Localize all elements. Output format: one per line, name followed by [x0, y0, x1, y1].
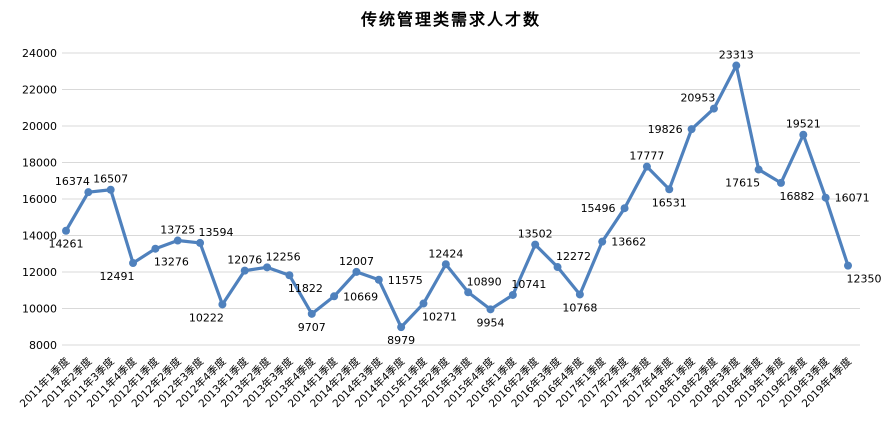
data-point-marker	[620, 204, 629, 213]
data-label: 9707	[298, 321, 326, 334]
y-axis-tick-label: 16000	[22, 193, 57, 206]
y-axis-tick-label: 8000	[29, 339, 57, 352]
data-point-marker	[352, 267, 361, 276]
data-point-marker	[821, 193, 830, 202]
data-label: 16882	[779, 190, 814, 203]
data-point-marker	[464, 288, 473, 297]
data-point-marker	[732, 61, 741, 70]
data-label: 11822	[288, 282, 323, 295]
data-point-marker	[531, 240, 540, 249]
series-group	[62, 61, 852, 332]
data-point-marker	[799, 130, 808, 139]
data-label: 12424	[428, 247, 463, 260]
data-point-marker	[173, 236, 182, 245]
data-point-marker	[665, 185, 674, 194]
data-point-marker	[374, 275, 383, 284]
data-point-marker	[441, 260, 450, 269]
data-label: 9954	[477, 316, 505, 329]
x-axis-tick-labels: 2011年1季度2011年2季度2011年3季度2011年4季度2012年1季度…	[17, 355, 854, 410]
data-point-marker	[598, 237, 607, 246]
y-axis-tick-label: 22000	[22, 84, 57, 97]
data-label: 12256	[266, 250, 301, 263]
data-label: 12491	[100, 270, 135, 283]
data-label: 17615	[725, 177, 760, 190]
y-axis-tick-labels: 8000 10000 12000 14000 16000 18000 20000 22000 2…	[22, 47, 57, 352]
data-point-marker	[844, 261, 852, 270]
data-point-marker	[307, 309, 316, 318]
data-label: 13594	[199, 226, 234, 239]
data-point-marker	[330, 292, 339, 301]
data-label: 12272	[556, 250, 591, 263]
y-axis-tick-label: 18000	[22, 157, 57, 170]
data-label: 16374	[55, 175, 90, 188]
data-label: 16071	[835, 192, 870, 205]
data-label: 13276	[154, 256, 189, 269]
data-point-marker	[263, 263, 272, 272]
data-label: 17777	[629, 150, 664, 163]
data-point-marker	[218, 300, 227, 309]
data-label: 8979	[387, 334, 415, 347]
data-label: 10669	[343, 290, 378, 303]
data-label: 16507	[93, 173, 128, 186]
data-point-marker	[419, 299, 428, 308]
data-label: 15496	[581, 202, 616, 215]
data-label: 23313	[719, 49, 754, 62]
data-point-marker	[642, 162, 651, 171]
data-point-marker	[84, 188, 93, 197]
data-point-marker	[106, 185, 115, 194]
data-point-marker	[776, 178, 785, 187]
data-point-marker	[508, 290, 517, 299]
data-point-marker	[553, 263, 562, 272]
data-point-marker	[196, 238, 205, 247]
series-line	[64, 63, 850, 329]
data-label: 10768	[562, 301, 597, 314]
data-label: 16531	[652, 196, 687, 209]
data-point-marker	[62, 226, 70, 235]
data-label: 20953	[680, 92, 715, 105]
data-point-marker	[575, 290, 584, 299]
data-label: 12076	[227, 254, 262, 267]
data-point-marker	[151, 244, 160, 253]
data-point-marker	[397, 323, 406, 332]
y-axis-tick-label: 12000	[22, 266, 57, 279]
data-label: 10741	[511, 278, 546, 291]
data-label: 13502	[518, 228, 553, 241]
data-point-marker	[709, 104, 718, 113]
data-label: 11575	[388, 274, 423, 287]
data-label: 10222	[189, 311, 224, 324]
data-label: 10271	[422, 311, 457, 324]
y-axis-tick-label: 10000	[22, 303, 57, 316]
y-axis-tick-label: 24000	[22, 47, 57, 60]
data-point-marker	[754, 165, 763, 174]
data-point-marker	[687, 125, 696, 134]
y-axis-tick-label: 20000	[22, 120, 57, 133]
data-labels-group: 14261 16374 16507 12491 13276 13725 13594 10222…	[49, 49, 882, 348]
data-label: 19521	[786, 118, 821, 131]
data-label: 12007	[339, 255, 374, 268]
chart-title: 传统管理类需求人才数	[360, 10, 541, 29]
data-point-marker	[285, 271, 294, 280]
gridlines	[62, 52, 860, 346]
data-label: 19826	[648, 123, 683, 136]
data-label: 12350	[847, 273, 882, 286]
data-label: 13662	[611, 236, 646, 249]
y-axis-tick-label: 14000	[22, 230, 57, 243]
data-label: 14261	[49, 238, 84, 251]
data-point-marker	[486, 305, 495, 314]
data-label: 10890	[467, 275, 502, 288]
data-point-marker	[129, 259, 138, 268]
data-point-marker	[240, 266, 249, 275]
data-label: 13725	[160, 224, 195, 237]
